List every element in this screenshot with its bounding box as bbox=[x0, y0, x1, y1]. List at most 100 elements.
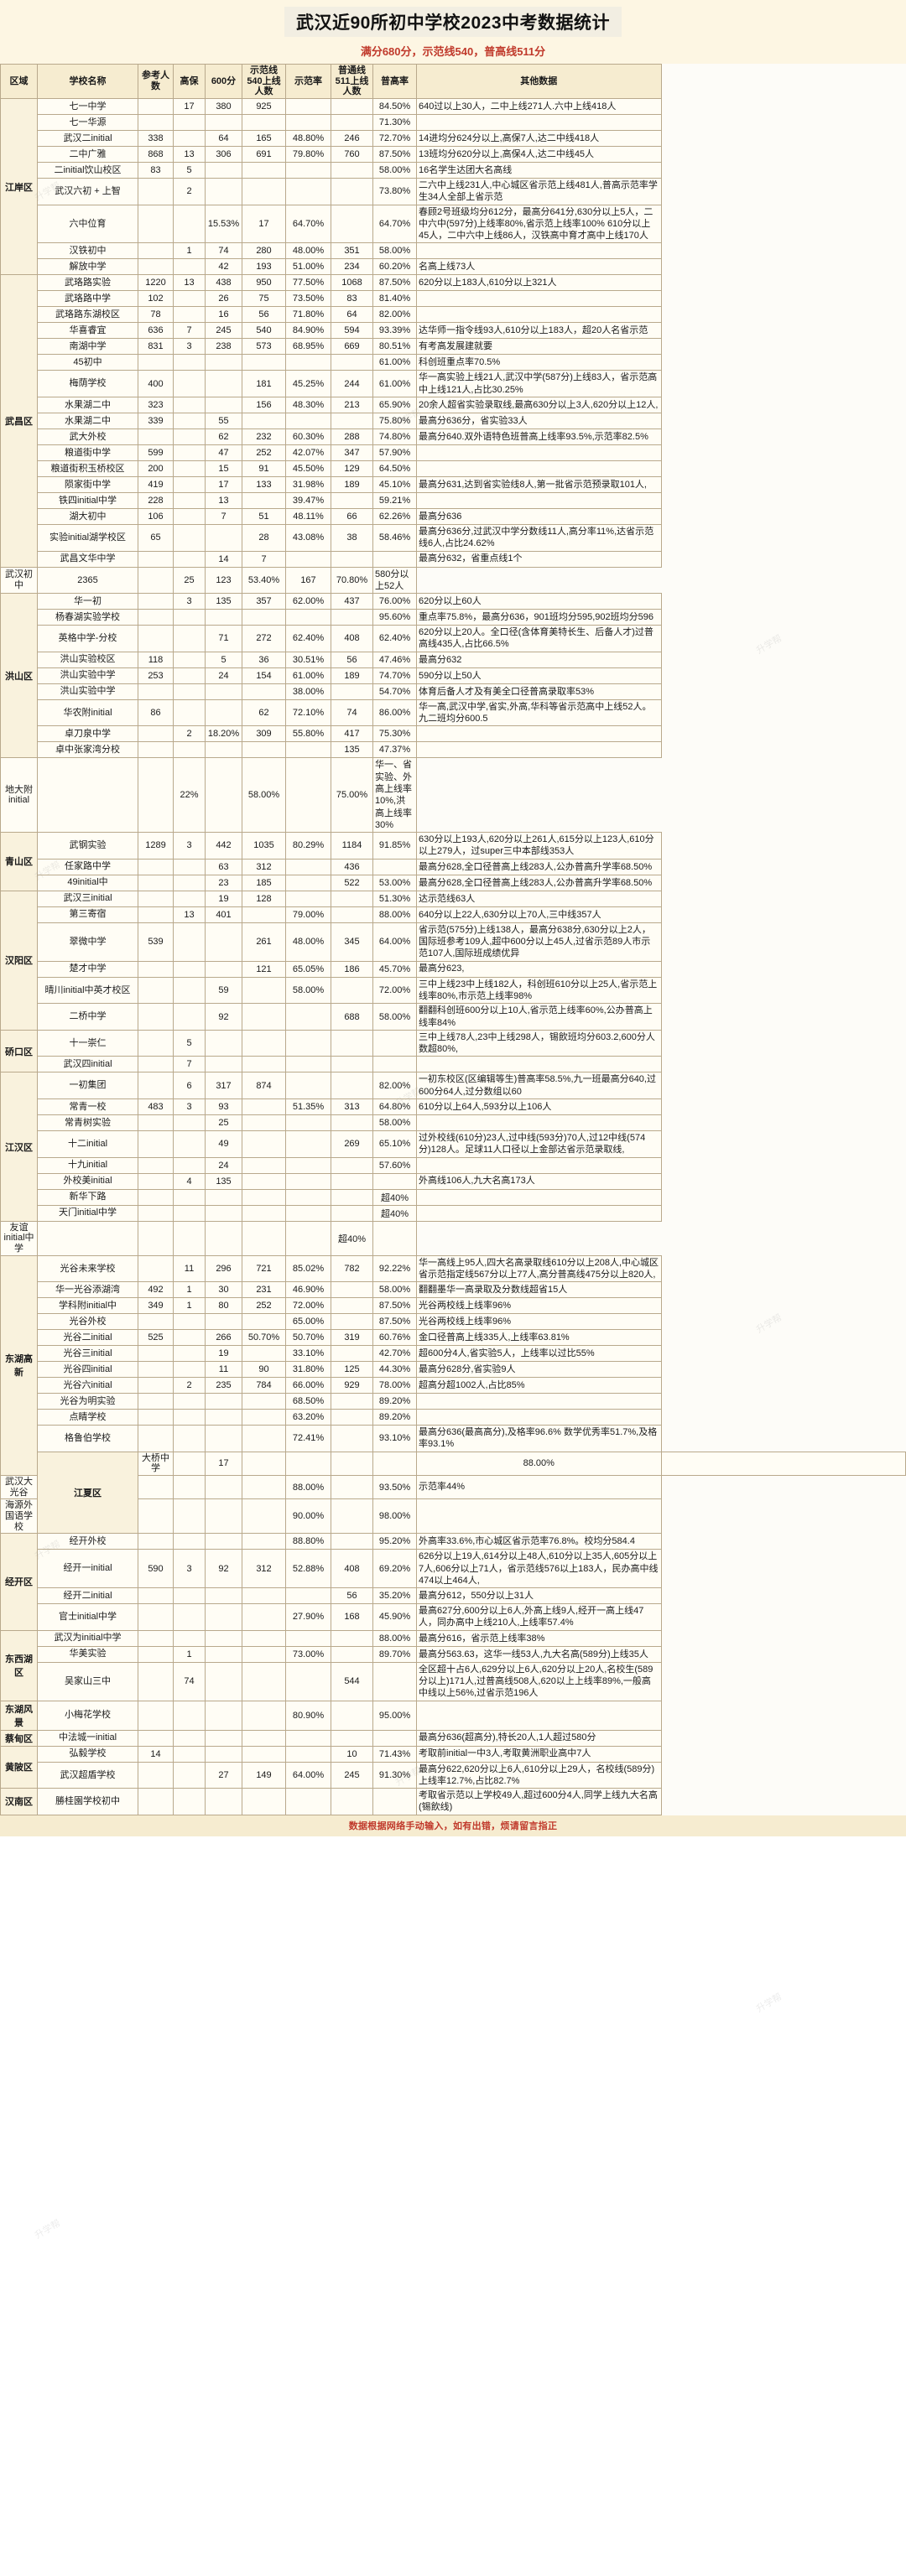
gaobao-cell: 13 bbox=[173, 274, 206, 292]
score600-cell: 92 bbox=[205, 1003, 242, 1031]
putong-count-cell bbox=[331, 1114, 373, 1132]
other-data-cell: 最高分628,全口径普高上线283人,公办普高升学率68.50% bbox=[416, 874, 662, 891]
reference-count-cell bbox=[138, 1761, 174, 1789]
putong-rate-cell: 58.00% bbox=[372, 1003, 417, 1031]
shifan-rate-cell: 48.00% bbox=[285, 922, 331, 962]
school-name-cell: 友谊initial中学 bbox=[0, 1220, 38, 1256]
other-data-cell: 重点率75.8%，最高分636，901班均分595,902班均分596 bbox=[416, 609, 662, 626]
putong-count-cell bbox=[331, 1393, 373, 1410]
putong-count-cell bbox=[331, 1188, 373, 1206]
other-data-cell: 最高分622,620分以上6人,610分以上29人，名校线(589分)上线率12… bbox=[416, 1761, 662, 1789]
score600-cell bbox=[205, 699, 242, 727]
other-data-cell bbox=[416, 1156, 662, 1174]
putong-count-cell: 288 bbox=[331, 428, 373, 445]
putong-count-cell bbox=[331, 1297, 373, 1315]
shifan-rate-cell bbox=[285, 1188, 331, 1206]
other-data-cell: 640过以上30人，二中上线271人.六中上线418人 bbox=[416, 97, 662, 115]
school-name-cell: 六中位育 bbox=[37, 204, 138, 244]
putong-count-cell: 56 bbox=[331, 1587, 373, 1605]
putong-rate-cell: 86.00% bbox=[372, 699, 417, 727]
other-data-cell: 16名学生达团大名高线 bbox=[416, 161, 662, 179]
shifan-count-cell: 7 bbox=[242, 550, 286, 568]
reference-count-cell bbox=[138, 1156, 174, 1174]
gaobao-cell bbox=[173, 1425, 206, 1452]
shifan-rate-cell: 85.02% bbox=[285, 1254, 331, 1283]
school-name-cell: 外校美initial bbox=[37, 1172, 138, 1190]
reference-count-cell bbox=[138, 890, 174, 907]
gaobao-cell bbox=[173, 1114, 206, 1132]
reference-count-cell bbox=[138, 428, 174, 445]
reference-count-cell bbox=[138, 593, 174, 610]
gaobao-cell bbox=[173, 129, 206, 147]
other-data-cell bbox=[416, 492, 662, 509]
score600-cell bbox=[205, 1409, 242, 1426]
school-name-cell: 45初中 bbox=[37, 354, 138, 371]
gaobao-cell bbox=[173, 683, 206, 700]
reference-count-cell bbox=[138, 1498, 174, 1535]
putong-count-cell: 437 bbox=[331, 593, 373, 610]
shifan-rate-cell bbox=[285, 161, 331, 179]
other-data-cell bbox=[416, 290, 662, 308]
school-name-cell: 南湖中学 bbox=[37, 338, 138, 356]
putong-rate-cell: 64.50% bbox=[372, 460, 417, 477]
shifan-rate-cell bbox=[285, 1056, 331, 1073]
shifan-count-cell bbox=[242, 1700, 286, 1731]
shifan-rate-cell bbox=[242, 1220, 286, 1256]
shifan-rate-cell: 31.80% bbox=[285, 1361, 331, 1379]
putong-count-cell bbox=[331, 97, 373, 115]
school-name-cell: 光谷六initial bbox=[37, 1377, 138, 1394]
other-data-cell: 最高分632，省重点线1个 bbox=[416, 550, 662, 568]
other-data-cell: 三中上线23中上线182人，科创班610分以上25人,省示范上线率80%,市示范… bbox=[416, 976, 662, 1005]
table-row: 外校美initial 4 135 外高线106人,九大名高173人 bbox=[1, 1172, 906, 1190]
score600-cell bbox=[205, 1645, 242, 1663]
putong-rate-cell: 61.00% bbox=[372, 370, 417, 397]
table-row: 吴家山三中 74 544 全区超十占6人,629分以上6人,620分以上20人,名校生… bbox=[1, 1661, 906, 1701]
putong-count-cell: 213 bbox=[331, 397, 373, 413]
putong-rate-cell: 76.00% bbox=[372, 593, 417, 610]
putong-rate-cell: 42.70% bbox=[372, 1345, 417, 1363]
score600-cell bbox=[205, 960, 242, 978]
putong-count-cell bbox=[331, 177, 373, 205]
putong-rate-cell: 65.90% bbox=[372, 397, 417, 413]
gaobao-cell bbox=[173, 890, 206, 907]
score600-cell: 438 bbox=[205, 274, 242, 292]
shifan-rate-cell: 64.00% bbox=[285, 1761, 331, 1789]
gaobao-cell bbox=[173, 1204, 206, 1222]
col-shifan-count: 示范线540上线人数 bbox=[242, 64, 286, 99]
putong-count-cell bbox=[331, 492, 373, 509]
gaobao-cell bbox=[173, 204, 206, 244]
table-row: 粮道街中学 599 47 252 42.07% 347 57.90% bbox=[1, 444, 906, 461]
school-name-cell: 武珞路实验 bbox=[37, 274, 138, 292]
shifan-count-cell: 181 bbox=[242, 370, 286, 397]
putong-rate-cell: 75.30% bbox=[372, 725, 417, 743]
shifan-rate-cell bbox=[285, 1629, 331, 1647]
col-gaobao: 高保 bbox=[173, 64, 206, 99]
putong-count-cell: 1068 bbox=[331, 274, 373, 292]
other-data-cell: 20余人超省实验录取线,最高630分以上3人,620分以上12人, bbox=[416, 397, 662, 413]
other-data-cell: 达示范线63人 bbox=[416, 890, 662, 907]
putong-count-cell: 64 bbox=[331, 306, 373, 324]
putong-count-cell bbox=[331, 683, 373, 700]
score600-cell bbox=[205, 1603, 242, 1631]
putong-count-cell bbox=[331, 1409, 373, 1426]
shifan-count-cell: 784 bbox=[242, 1377, 286, 1394]
putong-rate-cell: 62.40% bbox=[372, 625, 417, 652]
shifan-count-cell bbox=[242, 1629, 286, 1647]
score600-cell: 317 bbox=[205, 1072, 242, 1100]
school-name-cell: 华农附initial bbox=[37, 699, 138, 727]
table-row: 黄陂区 弘毅学校 14 10 71.43% 考取前initial一中3人,考取黄洲职业高中… bbox=[0, 1745, 906, 1789]
putong-rate-cell: 98.00% bbox=[372, 1498, 417, 1535]
score600-cell: 42 bbox=[205, 258, 242, 276]
shifan-count-cell bbox=[242, 1172, 286, 1190]
table-row: 七一华源 71.30% bbox=[1, 113, 906, 131]
reference-count-cell bbox=[138, 960, 174, 978]
school-name-cell: 卓刀泉中学 bbox=[37, 725, 138, 743]
reference-count-cell bbox=[138, 1729, 174, 1747]
putong-rate-cell: 65.10% bbox=[372, 1130, 417, 1158]
shifan-count-cell: 36 bbox=[242, 651, 286, 668]
school-name-cell: 光谷三initial bbox=[37, 1345, 138, 1363]
shifan-rate-cell: 65.05% bbox=[285, 960, 331, 978]
table-row: 友谊initial中学 超40% bbox=[0, 1220, 906, 1256]
shifan-rate-cell: 88.80% bbox=[285, 1533, 331, 1550]
region-cell: 江夏区 bbox=[37, 1451, 138, 1535]
